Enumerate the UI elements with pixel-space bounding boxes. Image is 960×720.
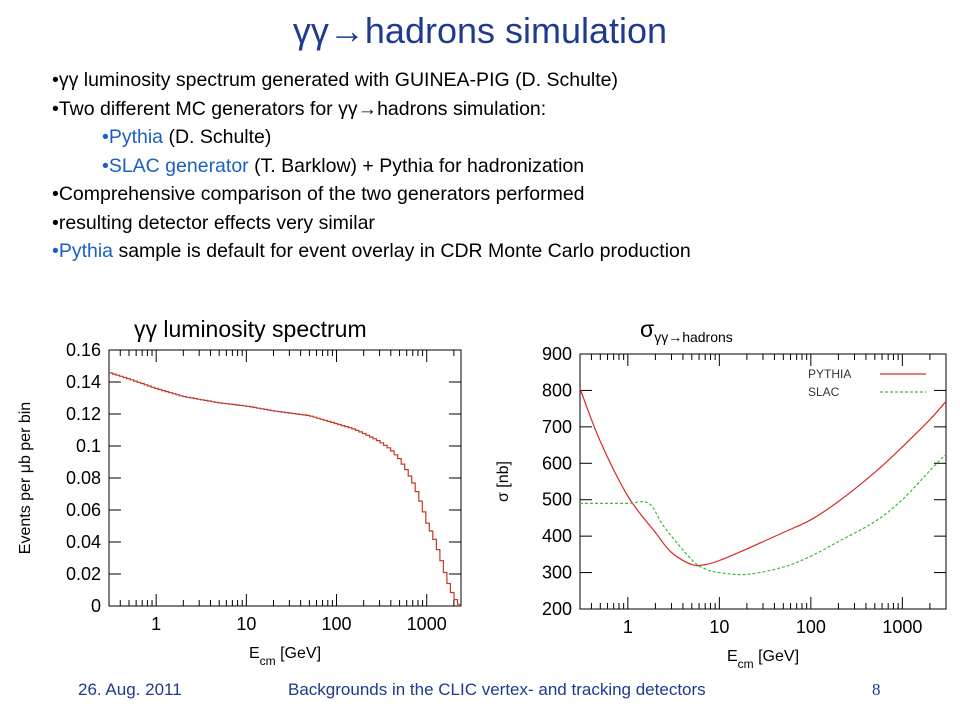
bullet-item: •resulting detector effects very similar — [52, 209, 932, 238]
bullet-item: •SLAC generator (T. Barklow) + Pythia fo… — [52, 152, 932, 181]
legend-label: PYTHIA — [808, 367, 851, 381]
bullet-text: sample is default for event overlay in C… — [113, 240, 691, 262]
y-tick-label: 0.06 — [66, 500, 101, 520]
y-tick-label: 900 — [542, 344, 572, 364]
y-tick-label: 200 — [542, 599, 572, 619]
cross-section-subscript: γγ→hadrons — [654, 329, 733, 345]
x-tick-label: 10 — [709, 617, 729, 637]
bullet-text: (T. Barklow) + Pythia for hadronization — [248, 154, 585, 177]
cross-section-symbol: σ — [640, 316, 655, 342]
series-line-slac — [580, 453, 947, 576]
bullet-text: •Pythia — [102, 126, 164, 148]
y-tick-label: 600 — [542, 453, 572, 473]
bullet-list: •γγ luminosity spectrum generated with G… — [52, 66, 932, 266]
bullet-text: •resulting detector effects very similar — [52, 211, 375, 234]
y-tick-label: 0 — [91, 596, 101, 616]
bullet-text: •Two different MC generators for γγ→hadr… — [52, 97, 547, 120]
y-tick-label: 700 — [542, 417, 572, 437]
y-tick-label: 0.02 — [66, 564, 101, 584]
x-tick-label: 1 — [151, 614, 161, 634]
x-tick-label: 1000 — [882, 617, 922, 637]
y-tick-label: 800 — [542, 380, 572, 400]
y-tick-label: 500 — [542, 490, 572, 510]
page-number: 8 — [872, 680, 881, 699]
y-axis-label: Events per μb per bin — [17, 402, 34, 554]
y-tick-label: 0.08 — [66, 468, 101, 488]
bullet-text: (D. Schulte) — [163, 126, 272, 148]
bullet-item: •Comprehensive comparison of the two gen… — [52, 180, 932, 209]
y-tick-label: 0.12 — [66, 404, 101, 424]
y-tick-label: 400 — [542, 526, 572, 546]
x-tick-label: 10 — [236, 614, 256, 634]
x-axis-label: Ecm [GeV] — [727, 648, 799, 671]
x-axis-label: Ecm [GeV] — [249, 645, 321, 668]
luminosity-histogram — [109, 372, 461, 605]
footer-date: 26. Aug. 2011 — [78, 680, 182, 699]
y-tick-label: 0.14 — [66, 372, 101, 392]
y-axis-label: σ [nb] — [495, 461, 512, 502]
series-line-pythia — [579, 388, 947, 567]
slide-title: γγ→hadrons simulation — [292, 10, 668, 51]
y-tick-label: 0.1 — [76, 436, 101, 456]
x-tick-label: 1000 — [407, 614, 447, 634]
y-tick-label: 0.04 — [66, 532, 101, 552]
bullet-item: •Pythia sample is default for event over… — [52, 237, 932, 266]
bullet-item: •Two different MC generators for γγ→hadr… — [52, 95, 932, 124]
bullet-text: •Pythia — [52, 240, 114, 262]
bullet-text: •Comprehensive comparison of the two gen… — [52, 183, 585, 205]
x-tick-label: 100 — [796, 617, 826, 637]
legend-label: SLAC — [808, 385, 840, 399]
bullet-item: •γγ luminosity spectrum generated with G… — [52, 66, 932, 95]
bullet-text: •γγ luminosity spectrum generated with G… — [52, 69, 619, 91]
y-tick-label: 0.16 — [66, 340, 101, 360]
x-tick-label: 100 — [322, 614, 352, 634]
footer-talk-title: Backgrounds in the CLIC vertex- and trac… — [288, 680, 706, 699]
luminosity-plot-title: γγ luminosity spectrum — [134, 316, 367, 342]
cross-section-plot-title: σγγ→hadrons — [640, 316, 733, 345]
bullet-item: •Pythia (D. Schulte) — [52, 123, 932, 152]
x-tick-label: 1 — [623, 617, 633, 637]
bullet-text: •SLAC generator — [102, 154, 249, 177]
y-tick-label: 300 — [542, 563, 572, 583]
